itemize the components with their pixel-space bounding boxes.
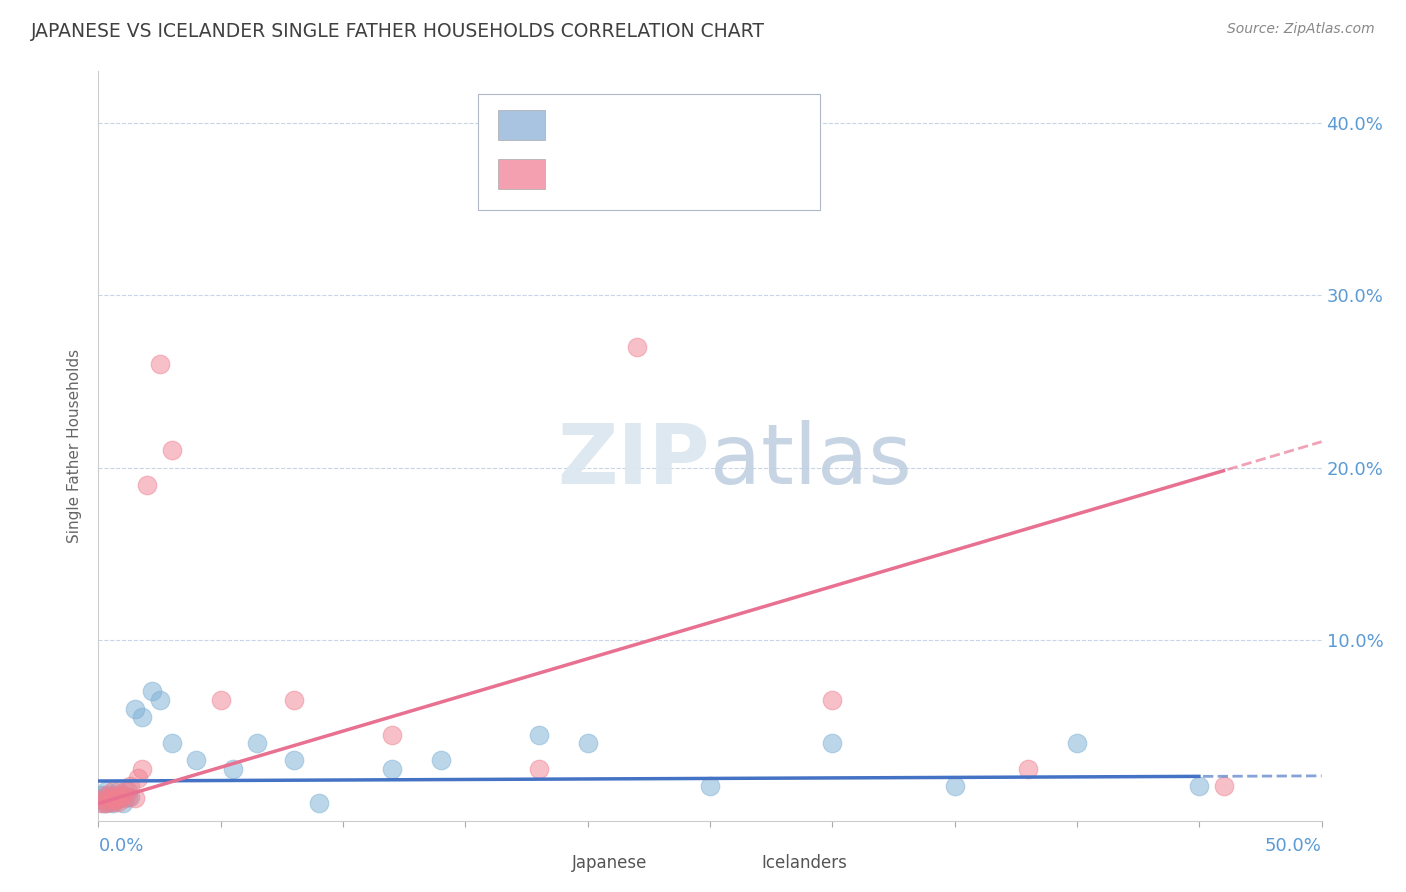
Point: [1212, 779, 1234, 793]
Point: [141, 684, 163, 698]
Text: JAPANESE VS ICELANDER SINGLE FATHER HOUSEHOLDS CORRELATION CHART: JAPANESE VS ICELANDER SINGLE FATHER HOUS…: [31, 22, 765, 41]
Point: [1188, 779, 1211, 793]
Point: [97, 788, 120, 802]
Point: [943, 779, 966, 793]
Text: Icelanders: Icelanders: [762, 855, 848, 872]
Point: [626, 340, 648, 354]
Text: atlas: atlas: [710, 420, 911, 501]
Point: [430, 753, 453, 767]
Text: R = 0.060  N = 39: R = 0.060 N = 39: [560, 115, 711, 133]
FancyBboxPatch shape: [498, 111, 546, 140]
Point: [104, 788, 127, 802]
Text: 50.0%: 50.0%: [1265, 837, 1322, 855]
Point: [107, 789, 129, 804]
Point: [120, 789, 142, 804]
Point: [94, 784, 117, 798]
Text: 0.0%: 0.0%: [98, 837, 143, 855]
Point: [104, 788, 127, 802]
Point: [97, 791, 120, 805]
Point: [136, 477, 159, 491]
Point: [120, 779, 142, 793]
FancyBboxPatch shape: [716, 858, 752, 880]
FancyBboxPatch shape: [498, 159, 546, 189]
Point: [100, 795, 122, 809]
Point: [100, 795, 122, 809]
Text: R = 0.569  N = 31: R = 0.569 N = 31: [560, 163, 711, 181]
Point: [94, 797, 117, 811]
Point: [117, 789, 139, 804]
Point: [576, 736, 599, 750]
Point: [114, 784, 136, 798]
Point: [381, 727, 404, 741]
Point: [91, 797, 114, 811]
Point: [94, 788, 117, 802]
Text: ZIP: ZIP: [558, 420, 710, 501]
Point: [160, 443, 183, 458]
Point: [101, 791, 124, 805]
Point: [107, 791, 129, 805]
Point: [821, 736, 844, 750]
Point: [149, 357, 172, 371]
Point: [131, 710, 153, 724]
Point: [90, 797, 112, 811]
Point: [209, 693, 232, 707]
Point: [1066, 736, 1088, 750]
Point: [91, 793, 114, 807]
Point: [114, 791, 136, 805]
Point: [127, 771, 149, 785]
Point: [110, 791, 132, 805]
Point: [101, 791, 124, 805]
Point: [117, 784, 139, 798]
Point: [100, 789, 122, 804]
FancyBboxPatch shape: [526, 858, 564, 880]
Point: [283, 753, 305, 767]
Point: [821, 693, 844, 707]
Point: [699, 779, 721, 793]
Text: Source: ZipAtlas.com: Source: ZipAtlas.com: [1227, 22, 1375, 37]
Point: [1017, 762, 1039, 776]
Point: [149, 693, 172, 707]
Point: [308, 797, 330, 811]
Point: [527, 762, 550, 776]
Point: [527, 727, 550, 741]
Text: Japanese: Japanese: [572, 855, 647, 872]
Point: [104, 793, 127, 807]
Point: [246, 736, 269, 750]
Point: [381, 762, 404, 776]
Point: [283, 693, 305, 707]
Point: [111, 788, 134, 802]
Point: [101, 797, 124, 811]
Point: [111, 797, 134, 811]
Point: [110, 789, 132, 804]
Point: [94, 797, 117, 811]
Point: [107, 795, 129, 809]
Point: [186, 753, 208, 767]
Point: [124, 701, 146, 715]
Point: [160, 736, 183, 750]
Point: [111, 788, 134, 802]
Point: [107, 784, 129, 798]
Point: [97, 793, 120, 807]
Point: [91, 791, 114, 805]
Point: [101, 784, 124, 798]
Point: [90, 788, 112, 802]
FancyBboxPatch shape: [478, 94, 820, 210]
Y-axis label: Single Father Households: Single Father Households: [67, 349, 83, 543]
Point: [222, 762, 245, 776]
Point: [131, 762, 153, 776]
Point: [124, 791, 146, 805]
